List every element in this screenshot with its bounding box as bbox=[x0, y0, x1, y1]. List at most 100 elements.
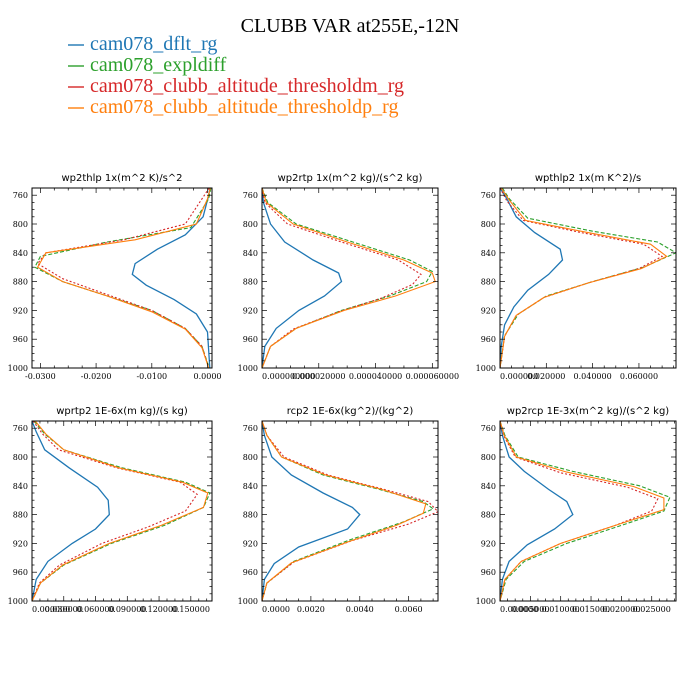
y-tick-label: 760 bbox=[243, 424, 258, 433]
x-tick-label: 0.000000 bbox=[32, 605, 70, 614]
x-tick-label: 0.0020 bbox=[297, 605, 325, 614]
series-line bbox=[262, 421, 427, 601]
x-tick-label: 0.000000 bbox=[500, 605, 538, 614]
x-tick-label: 0.0000 bbox=[262, 605, 290, 614]
plot-frame bbox=[31, 187, 213, 369]
series-line bbox=[262, 188, 422, 368]
y-tick-label: 920 bbox=[481, 306, 496, 315]
y-tick-label: 840 bbox=[13, 249, 28, 258]
legend-label: cam078_dflt_rg bbox=[90, 33, 217, 55]
x-tick-label: 0.015000 bbox=[572, 605, 610, 614]
series-line bbox=[36, 188, 211, 368]
x-tick-label: 0.000040000 bbox=[349, 372, 402, 381]
series-line bbox=[262, 188, 436, 368]
x-tick-label: 0.030000 bbox=[45, 605, 83, 614]
y-tick-label: 760 bbox=[481, 191, 496, 200]
chart-panel: wp2rcp 1E-3x(m^2 kg)/(s^2 kg) 760 800 840 88… bbox=[476, 406, 677, 614]
chart-panel: wpthlp2 1x(m K^2)/s 760 800 840 880 920 960 100… bbox=[476, 173, 677, 381]
y-tick-label: 800 bbox=[481, 220, 496, 229]
y-tick-label: 960 bbox=[13, 568, 28, 577]
series-line bbox=[500, 421, 665, 601]
y-tick-label: 800 bbox=[481, 453, 496, 462]
legend-label: cam078_expldiff bbox=[90, 54, 227, 76]
y-tick-label: 1000 bbox=[8, 364, 28, 373]
chart-panel: wprtp2 1E-6x(m kg)/(s kg) 760 800 840 880 920… bbox=[8, 406, 213, 614]
x-tick-label: 0.000020000 bbox=[292, 372, 345, 381]
x-tick-label: 0.0000 bbox=[194, 372, 222, 381]
y-tick-label: 760 bbox=[481, 424, 496, 433]
y-tick-label: 840 bbox=[481, 249, 496, 258]
plot-frame bbox=[261, 420, 439, 602]
series-line bbox=[32, 421, 110, 601]
plot-frame bbox=[499, 420, 677, 602]
series-line bbox=[32, 421, 209, 601]
series-line bbox=[262, 188, 343, 368]
legend-label: cam078_clubb_altitude_thresholdm_rg bbox=[90, 75, 404, 97]
legend-label: cam078_clubb_altitude_thresholdp_rg bbox=[90, 96, 398, 118]
series-line bbox=[262, 421, 361, 601]
x-tick-label: -0.0300 bbox=[25, 372, 56, 381]
plot-frame bbox=[499, 187, 677, 369]
panel-title: wpthlp2 1x(m K^2)/s bbox=[535, 173, 641, 184]
panel-title: wp2thlp 1x(m^2 K)/s^2 bbox=[61, 173, 182, 184]
x-tick-label: 0.060000 bbox=[76, 605, 114, 614]
series-line bbox=[34, 188, 212, 368]
chart-panel: rcp2 1E-6x(kg^2)/(kg^2) 760 800 840 880 920 96… bbox=[238, 406, 439, 614]
x-tick-label: 0.000060000 bbox=[406, 372, 459, 381]
y-tick-label: 920 bbox=[243, 539, 258, 548]
y-tick-label: 920 bbox=[13, 539, 28, 548]
y-tick-label: 1000 bbox=[476, 597, 496, 606]
y-tick-label: 840 bbox=[243, 249, 258, 258]
series-line bbox=[262, 421, 438, 601]
series-line bbox=[500, 188, 564, 368]
x-tick-label: 0.000000000 bbox=[262, 372, 315, 381]
y-tick-label: 960 bbox=[481, 335, 496, 344]
y-tick-label: 760 bbox=[13, 424, 28, 433]
y-tick-label: 800 bbox=[243, 453, 258, 462]
x-tick-label: 0.0060 bbox=[395, 605, 423, 614]
y-tick-label: 960 bbox=[481, 568, 496, 577]
y-tick-label: 1000 bbox=[8, 597, 28, 606]
chart-panel: wp2thlp 1x(m^2 K)/s^2 760 800 840 880 920 960 1… bbox=[8, 173, 222, 381]
y-tick-label: 840 bbox=[243, 482, 258, 491]
y-tick-label: 840 bbox=[481, 482, 496, 491]
y-tick-label: 880 bbox=[481, 278, 496, 287]
panel-title: wprtp2 1E-6x(m kg)/(s kg) bbox=[56, 406, 188, 417]
y-tick-label: 800 bbox=[243, 220, 258, 229]
series-line bbox=[500, 421, 671, 601]
x-tick-label: 0.020000 bbox=[527, 372, 565, 381]
x-tick-label: 0.090000 bbox=[108, 605, 146, 614]
x-tick-label: -0.0200 bbox=[81, 372, 112, 381]
x-tick-label: 0.005000 bbox=[511, 605, 549, 614]
plot-frame bbox=[31, 420, 213, 602]
panel-title: rcp2 1E-6x(kg^2)/(kg^2) bbox=[287, 406, 414, 417]
y-tick-label: 960 bbox=[13, 335, 28, 344]
x-tick-label: 0.000000 bbox=[500, 372, 538, 381]
y-tick-label: 880 bbox=[13, 511, 28, 520]
x-tick-label: 0.120000 bbox=[140, 605, 178, 614]
y-tick-label: 880 bbox=[481, 511, 496, 520]
y-tick-label: 960 bbox=[243, 568, 258, 577]
y-tick-label: 1000 bbox=[238, 597, 258, 606]
series-line bbox=[131, 188, 211, 368]
y-tick-label: 840 bbox=[13, 482, 28, 491]
x-tick-label: 0.010000 bbox=[542, 605, 580, 614]
legend: cam078_dflt_rgcam078_expldiffcam078_club… bbox=[68, 33, 404, 118]
x-tick-label: -0.0100 bbox=[136, 372, 167, 381]
y-tick-label: 960 bbox=[243, 335, 258, 344]
y-tick-label: 760 bbox=[243, 191, 258, 200]
panel-title: wp2rtp 1x(m^2 kg)/(s^2 kg) bbox=[278, 173, 423, 184]
y-tick-label: 1000 bbox=[476, 364, 496, 373]
chart-panel: wp2rtp 1x(m^2 kg)/(s^2 kg) 760 800 840 880 92… bbox=[238, 173, 459, 381]
x-tick-label: 0.040000 bbox=[574, 372, 612, 381]
panels: wp2thlp 1x(m^2 K)/s^2 760 800 840 880 920 960 1… bbox=[8, 173, 677, 614]
y-tick-label: 920 bbox=[481, 539, 496, 548]
plot-frame bbox=[261, 187, 439, 369]
x-tick-label: 0.150000 bbox=[172, 605, 210, 614]
y-tick-label: 920 bbox=[13, 306, 28, 315]
y-tick-label: 800 bbox=[13, 220, 28, 229]
x-tick-label: 0.060000 bbox=[620, 372, 658, 381]
y-tick-label: 880 bbox=[13, 278, 28, 287]
y-tick-label: 1000 bbox=[238, 364, 258, 373]
